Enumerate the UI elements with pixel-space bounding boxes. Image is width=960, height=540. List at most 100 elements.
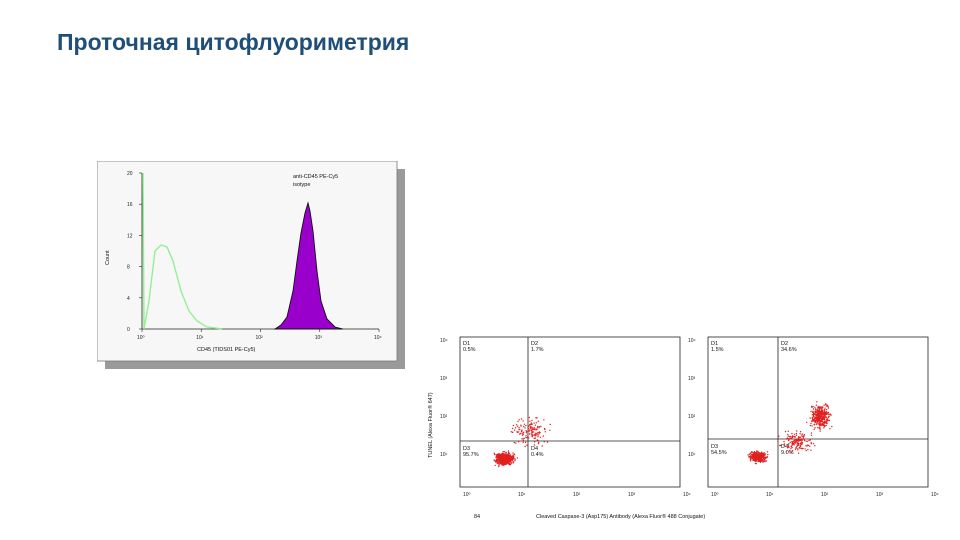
scatter-dot [790,435,792,438]
scatter-dot [753,457,755,459]
scatter-dot [810,442,812,444]
scatter-dot [778,435,780,437]
scatter-dot [819,407,821,409]
scatter-dot [755,459,758,461]
scatter-dot [533,437,536,440]
scatter-dot [821,409,824,412]
histogram-x-tick-label: 10¹ [196,335,204,341]
scatter-dot [817,405,819,408]
scatter-dot [801,433,804,435]
scatter-dot [525,435,527,437]
quadrant-id-label: D2 [531,341,538,347]
scatter-dot [818,425,821,427]
scatter-dot [522,420,524,422]
scatter-dot [805,449,807,452]
scatter-dot [789,437,791,440]
scatter-dot [823,421,825,424]
quadrant-id-label: D4 [781,444,788,450]
scatter-y-tick-label: 10³ [688,376,696,382]
scatter-dot [818,409,820,411]
scatter-dot [497,462,499,465]
quadrant-percent-label: 0.4% [531,452,544,458]
scatter-dot [799,436,802,438]
scatter-dot [505,460,507,462]
scatter-dot [516,425,519,427]
scatter-dot [791,438,793,440]
histogram-control-curve [142,172,223,330]
scatter-dot [522,433,524,436]
scatter-dot [537,442,540,445]
scatter-dot [529,423,531,426]
scatter-dot [538,427,540,429]
scatter-dot [807,449,809,451]
scatter-dot [532,428,534,430]
scatter-dot [510,459,512,461]
scatter-panel-1: 10⁴ 10³ 10² 10¹ 10⁰ 10¹ 10² 10³ 10⁴ D10.5% D21.7% D… [440,336,691,498]
quadrant-percent-label: 0.5% [463,347,476,353]
scatter-dot [794,442,796,444]
scatter-dot [809,439,812,441]
scatter-dot [764,457,767,460]
scatter-dot [796,443,798,445]
scatter-dot [813,428,815,430]
scatter-dot [512,455,514,457]
scatter-dot [792,450,794,452]
histogram-legend-1: anti-CD45 PE-Cy5 [293,174,338,180]
scatter-dot [799,433,801,435]
scatter-dot [796,430,798,432]
scatter-dot [803,439,806,442]
scatter-dot [763,460,765,462]
scatter-dot [528,429,531,431]
scatter-dot [816,419,818,421]
scatter-dot [750,451,752,454]
scatter-dot [503,451,506,453]
scatter-dot [752,454,754,456]
scatter-dot [816,414,818,417]
scatter-dot [752,452,755,454]
scatter-dot [788,438,790,440]
scatter-dot [538,441,540,444]
scatter-dot [509,462,511,465]
scatter-dot [527,434,529,436]
scatter-dot [786,437,789,439]
scatter-dot [501,456,503,459]
scatter-x-tick-label: 10¹ [766,492,774,498]
scatter-dot [528,416,531,419]
scatter-dot [756,452,758,454]
scatter-dot [498,464,500,466]
scatter-dot [777,440,779,443]
scatter-dot [538,433,540,435]
histogram-figure: 20 16 12 8 4 0 10⁰ 10¹ 10² 10³ 10⁴ anti-CD45 PE-C… [97,161,405,369]
scatter-dot [505,453,507,455]
scatter-dot [819,427,821,429]
quadrant-percent-label: 9.0% [781,450,794,456]
scatter-dot [535,435,537,437]
scatter-dot [795,447,797,449]
scatter-dot [793,441,795,443]
quadrant-id-label: D1 [711,341,718,347]
scatter-dot [549,423,551,426]
scatter-x-tick-label: 10³ [628,492,636,498]
scatter-dot [517,431,520,433]
scatter-dot [785,438,788,440]
scatter-dot [760,453,762,455]
scatter-dot [755,463,757,465]
scatter-dot [519,432,522,435]
scatter-y-tick-label: 10¹ [688,452,696,458]
scatter-dot [538,431,541,433]
scatter-dot [493,452,495,454]
scatter-dot [513,454,516,456]
scatter-dot [820,408,823,411]
scatter-dot [808,439,810,442]
scatter-dot [495,454,497,456]
scatter-dot [520,430,523,432]
scatter-dot [534,429,536,431]
scatter-dot [544,431,546,433]
scatter-dot [831,425,833,428]
scatter-dot [536,439,538,441]
scatter-dot [818,418,821,420]
scatter-dot [527,436,529,438]
scatter-dot [797,449,799,451]
scatter-dot [814,406,816,409]
scatter-dot [779,444,781,447]
